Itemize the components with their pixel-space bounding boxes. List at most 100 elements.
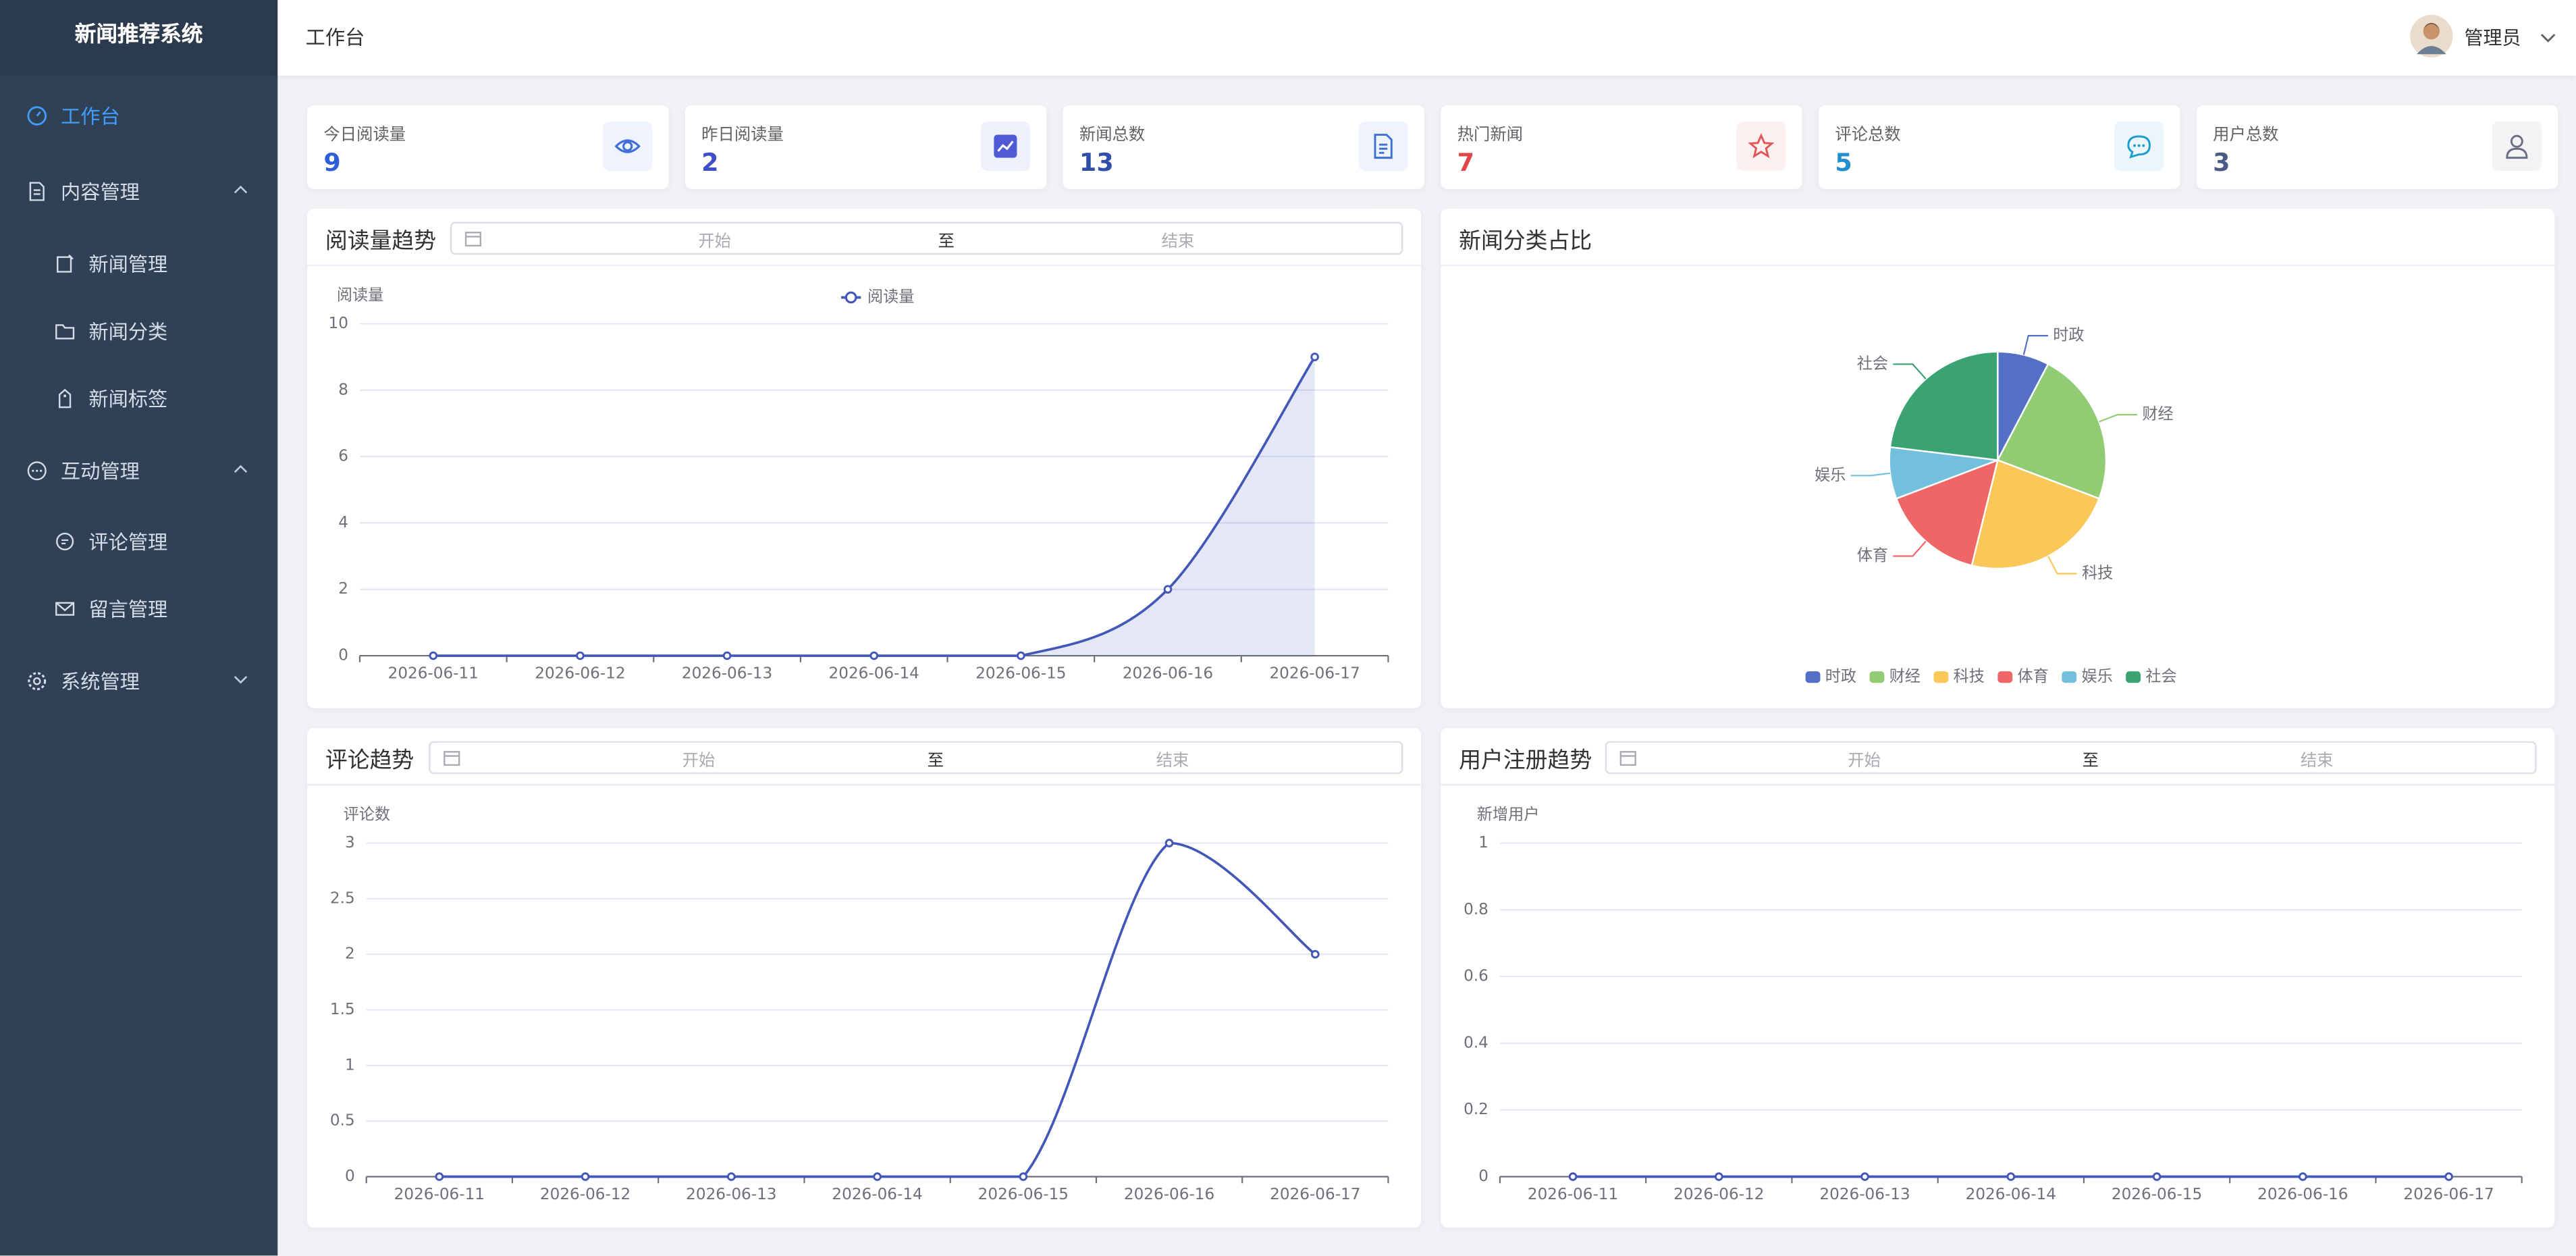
y-tick-label: 6 [338, 448, 348, 465]
legend-swatch [1997, 671, 2013, 683]
y-tick-label: 0.6 [1464, 968, 1488, 985]
x-tick-label: 2026-06-14 [829, 664, 919, 682]
menu-item[interactable]: 内容管理 [26, 178, 140, 205]
stat-label: 热门新闻 [1457, 126, 1524, 145]
x-tick-label: 2026-06-14 [832, 1186, 922, 1203]
data-point [429, 651, 438, 660]
y-tick-label: 0.2 [1464, 1101, 1488, 1118]
collapse-arrow[interactable] [234, 182, 248, 197]
slice-label: 财经 [2142, 406, 2173, 423]
legend-swatch [2126, 671, 2141, 683]
data-point [2444, 1172, 2453, 1181]
legend-label: 科技 [1954, 668, 1985, 685]
menu-item[interactable]: 工作台 [26, 102, 120, 130]
legend-symbol [844, 291, 857, 304]
x-tick-label: 2026-06-15 [2112, 1186, 2202, 1203]
menu-item[interactable]: 新闻分类 [54, 317, 167, 345]
card-header: 用户注册趋势 开始 至 结束 [1441, 728, 2555, 786]
menu-item[interactable]: 互动管理 [26, 457, 140, 485]
label-line [1893, 540, 1927, 557]
y-tick-label: 0 [338, 647, 348, 664]
x-tick-label: 2026-06-13 [682, 664, 772, 682]
x-tick-label: 2026-06-15 [975, 664, 1066, 682]
stat-icon [980, 122, 1030, 172]
data-point [1310, 352, 1319, 361]
data-point [581, 1172, 590, 1181]
slice-label: 娱乐 [1815, 467, 1846, 484]
app-title: 新闻推荐系统 [0, 0, 278, 76]
y-axis-title: 阅读量 [337, 287, 383, 305]
x-tick-label: 2026-06-14 [1966, 1186, 2056, 1203]
icon [2506, 134, 2528, 159]
legend-label: 娱乐 [2081, 668, 2112, 685]
menu-item[interactable]: 留言管理 [54, 595, 167, 623]
y-tick-label: 0 [345, 1168, 355, 1185]
y-tick-label: 2.5 [330, 889, 355, 907]
data-point [576, 651, 585, 660]
data-point [2298, 1172, 2307, 1181]
card-title: 评论趋势 [325, 748, 414, 775]
label-line [1893, 363, 1927, 380]
date-picker[interactable]: 开始 至 结束 [429, 741, 1403, 775]
legend-swatch [1869, 671, 1885, 683]
stat-card: 今日阅读量 9 [307, 105, 669, 189]
stat-icon [2492, 122, 2542, 172]
menu-item[interactable]: 评论管理 [54, 527, 167, 555]
legend-label: 阅读量 [867, 288, 914, 306]
stat-value: 9 [323, 148, 341, 178]
data-point [1164, 839, 1174, 847]
x-tick-label: 2026-06-17 [2403, 1186, 2494, 1203]
date-picker[interactable]: 开始 至 结束 [1605, 741, 2537, 775]
date-end: 结束 [1156, 752, 1189, 770]
y-tick-label: 3 [345, 834, 355, 852]
date-start: 开始 [1848, 752, 1881, 770]
card-header: 评论趋势 开始 至 结束 [307, 728, 1422, 786]
data-point [1714, 1172, 1723, 1181]
slice-label: 时政 [2053, 327, 2084, 344]
collapse-arrow[interactable] [234, 462, 248, 477]
expand-arrow[interactable] [234, 672, 248, 687]
stat-label: 用户总数 [2213, 126, 2279, 145]
menu-item[interactable]: 系统管理 [26, 667, 140, 695]
icon [59, 388, 72, 409]
data-point [1310, 949, 1320, 959]
x-tick-label: 2026-06-12 [540, 1186, 630, 1203]
icon [55, 602, 75, 616]
icon [994, 134, 1017, 158]
menu-label: 留言管理 [88, 598, 168, 621]
y-tick-label: 4 [338, 514, 348, 531]
menu-label: 新闻管理 [88, 253, 168, 276]
date-picker[interactable]: 开始 至 结束 [450, 221, 1403, 255]
area [433, 357, 1315, 656]
x-tick-label: 2026-06-17 [1269, 664, 1360, 682]
slice-label: 体育 [1857, 547, 1888, 565]
stat-value: 2 [701, 148, 719, 178]
icon [27, 106, 47, 126]
menu-item[interactable]: 新闻标签 [54, 384, 167, 412]
stat-card: 昨日阅读量 2 [685, 105, 1047, 189]
y-tick-label: 1 [1478, 834, 1488, 852]
stat-value: 3 [2213, 148, 2230, 178]
user-dropdown[interactable] [2540, 30, 2556, 46]
stat-value: 13 [1079, 148, 1114, 178]
label-line [2022, 335, 2048, 355]
legend-label: 体育 [2018, 668, 2049, 685]
date-separator: 至 [938, 232, 955, 251]
stat-card: 新闻总数 13 [1063, 105, 1424, 189]
user-name[interactable]: 管理员 [2464, 26, 2521, 50]
y-tick-label: 10 [329, 315, 348, 332]
avatar[interactable] [2410, 14, 2453, 58]
card-title: 用户注册趋势 [1459, 748, 1592, 775]
data-point [1019, 1172, 1028, 1181]
menu-item[interactable]: 新闻管理 [54, 250, 167, 278]
data-point [727, 1172, 736, 1181]
label-line [1850, 472, 1891, 477]
icon [57, 254, 74, 273]
x-tick-label: 2026-06-16 [1123, 664, 1213, 682]
slice-label: 科技 [2082, 565, 2113, 582]
menu-label: 评论管理 [88, 531, 168, 554]
slice-label: 社会 [1857, 355, 1888, 373]
menu-label: 内容管理 [61, 180, 140, 204]
y-tick-label: 8 [338, 381, 348, 398]
y-axis-title: 新增用户 [1477, 806, 1539, 824]
